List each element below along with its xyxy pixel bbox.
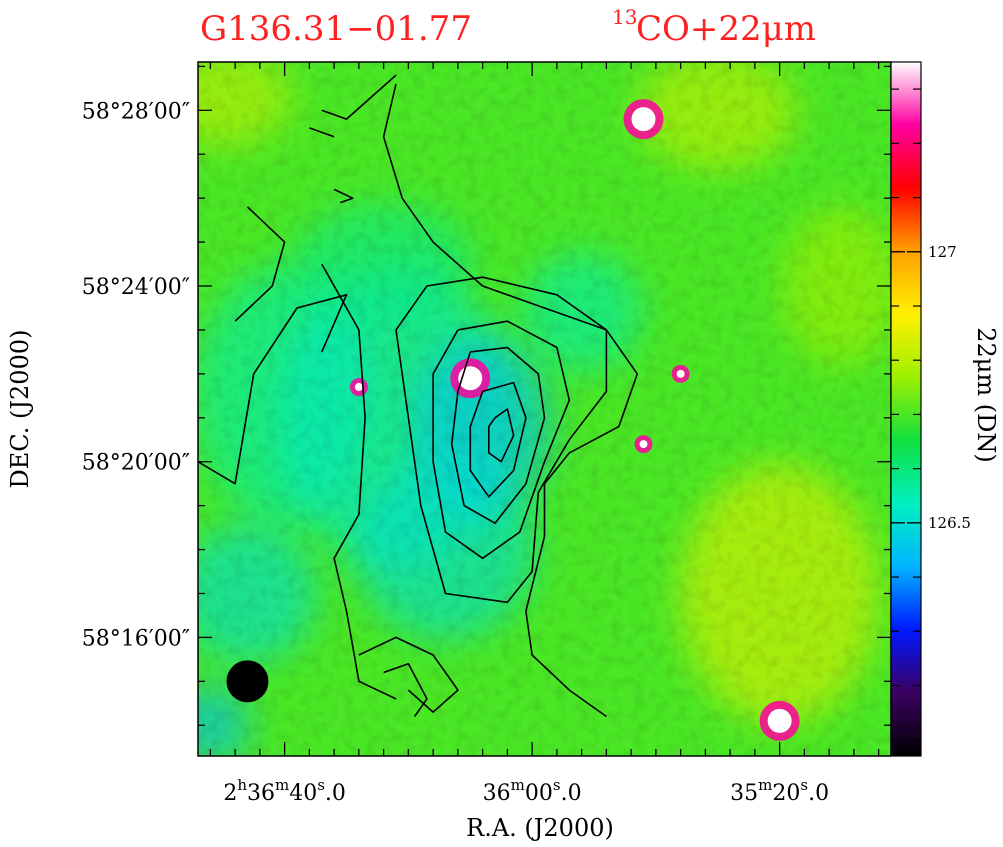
co-contour-level-1 bbox=[333, 188, 354, 204]
point-source-core-3 bbox=[676, 369, 685, 378]
co-contour-level-1 bbox=[382, 83, 639, 718]
x-tick-label: 2h36m40s.0 bbox=[223, 776, 346, 806]
plot-area bbox=[198, 62, 891, 756]
x-tick-label: 35m20s.0 bbox=[730, 776, 829, 806]
y-tick-label: 58°20′00″ bbox=[82, 451, 190, 476]
x-axis-title: R.A. (J2000) bbox=[466, 814, 614, 842]
colorbar-gradient bbox=[890, 61, 922, 757]
x-tick-label: 36m00s.0 bbox=[483, 776, 582, 806]
co-contour-level-1 bbox=[358, 636, 459, 713]
co-contour-level-4 bbox=[450, 346, 546, 524]
co-contour-level-1 bbox=[198, 294, 348, 485]
y-axis-title: DEC. (J2000) bbox=[6, 330, 34, 489]
beam-circle bbox=[226, 660, 269, 703]
colorbar: 127 126.5 22μm (DN) bbox=[890, 61, 1000, 757]
noise-texture bbox=[198, 62, 891, 756]
colorbar-label: 22μm (DN) bbox=[972, 327, 1000, 463]
co-contours bbox=[198, 74, 639, 718]
y-tick-label: 58°28′00″ bbox=[82, 99, 190, 124]
chart-title-left: G136.31−01.77 bbox=[200, 9, 472, 49]
co-contour-level-2 bbox=[395, 276, 608, 604]
x-tick-labels: 2h36m40s.0 36m00s.0 35m20s.0 bbox=[223, 776, 829, 806]
colorbar-tick-label: 127 bbox=[928, 243, 957, 261]
co-contour-level-5 bbox=[469, 381, 527, 498]
colorbar-tick-label: 126.5 bbox=[928, 514, 971, 532]
co-contour-level-1 bbox=[321, 263, 397, 700]
y-tick-label: 58°16′00″ bbox=[82, 626, 190, 651]
title-superscript: 13 bbox=[612, 5, 637, 29]
y-tick-labels: 58°28′00″ 58°24′00″ 58°20′00″ 58°16′00″ bbox=[82, 99, 190, 651]
co-contour-level-3 bbox=[432, 320, 571, 560]
axis-ticks bbox=[198, 62, 891, 756]
title-right-text: CO+22μm bbox=[636, 9, 816, 49]
co-contour-level-1 bbox=[383, 663, 428, 717]
point-source-core-4 bbox=[639, 440, 648, 449]
co-contour-level-1 bbox=[321, 74, 397, 120]
beam-marker bbox=[226, 660, 269, 703]
colorbar-ticks: 127 126.5 bbox=[891, 88, 971, 741]
co-contour-level-1 bbox=[309, 127, 335, 138]
point-sources bbox=[349, 99, 800, 741]
co-contour-level-1 bbox=[234, 206, 286, 322]
co-contour-level-6 bbox=[488, 408, 515, 463]
point-source-core-0 bbox=[631, 107, 656, 132]
point-source-core-5 bbox=[354, 383, 363, 392]
point-source-core-2 bbox=[767, 708, 792, 733]
chart-title-right: 13 CO+22μm bbox=[612, 5, 816, 49]
y-tick-label: 58°24′00″ bbox=[82, 275, 190, 300]
